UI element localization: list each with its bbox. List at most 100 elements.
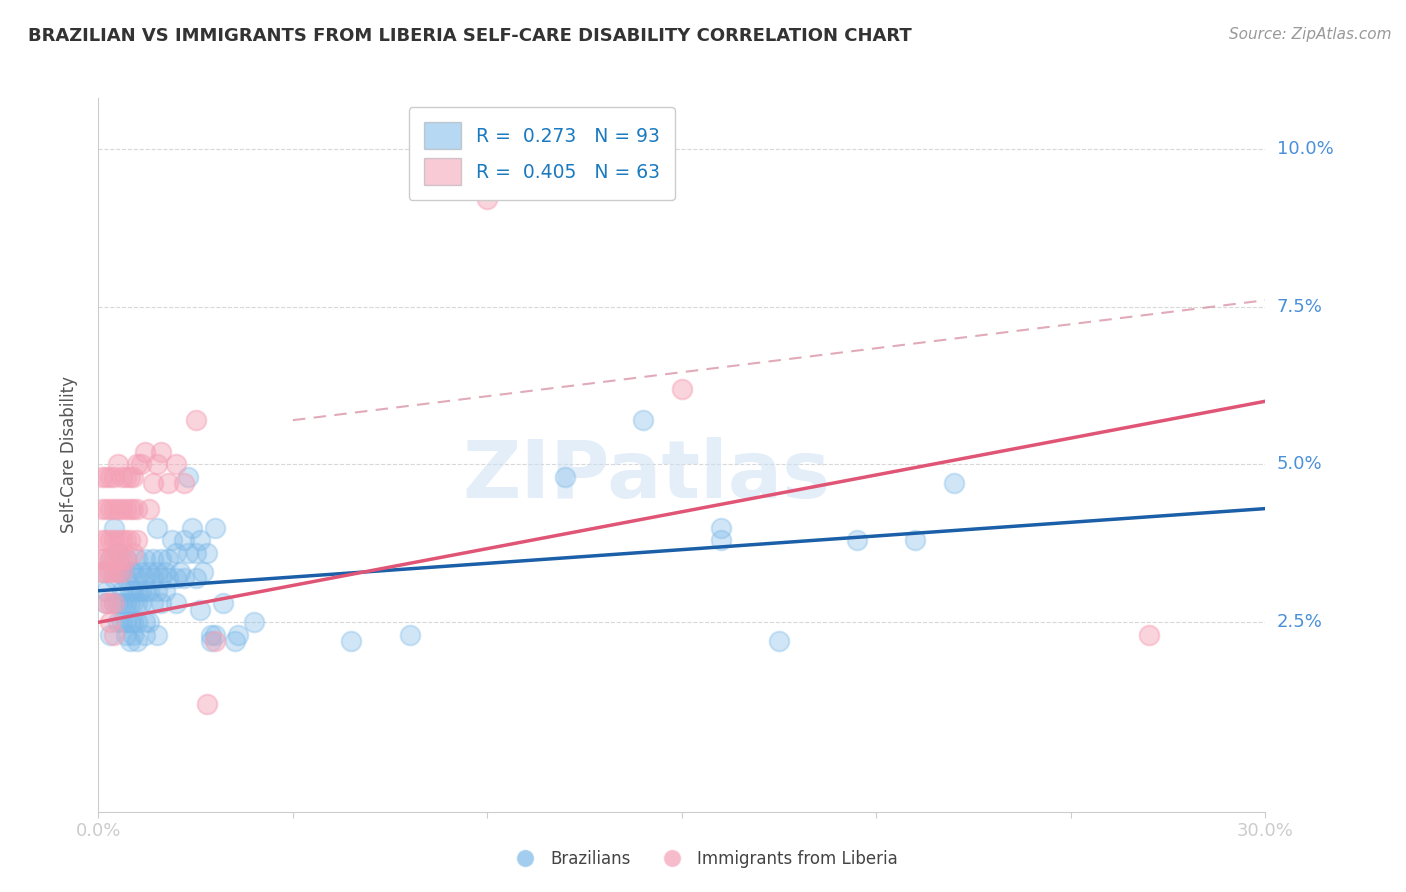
Point: [107, 565, 129, 579]
Text: 5.0%: 5.0%: [1277, 456, 1322, 474]
Point: [107, 615, 129, 630]
Point: [180, 520, 202, 534]
Point: [138, 565, 160, 579]
Point: [103, 565, 125, 579]
Point: [127, 458, 149, 472]
Point: [118, 583, 141, 598]
Point: [904, 533, 927, 548]
Point: [114, 533, 136, 548]
Point: [134, 444, 156, 458]
Point: [111, 533, 134, 548]
Point: [165, 571, 187, 585]
Point: [149, 571, 172, 585]
Point: [118, 634, 141, 648]
Point: [111, 565, 134, 579]
Point: [134, 552, 156, 566]
Y-axis label: Self-Care Disability: Self-Care Disability: [59, 376, 77, 533]
Point: [631, 413, 654, 427]
Point: [111, 583, 134, 598]
Point: [114, 596, 136, 610]
Point: [157, 571, 180, 585]
Point: [98, 615, 121, 630]
Point: [91, 565, 114, 579]
Point: [114, 552, 136, 566]
Point: [200, 628, 222, 642]
Point: [122, 501, 145, 516]
Point: [103, 501, 125, 516]
Point: [114, 552, 136, 566]
Point: [96, 501, 118, 516]
Point: [103, 596, 125, 610]
Point: [243, 615, 266, 630]
Point: [129, 596, 152, 610]
Point: [943, 476, 966, 491]
Point: [111, 565, 134, 579]
Point: [162, 533, 184, 548]
Point: [98, 552, 121, 566]
Point: [129, 565, 152, 579]
Point: [118, 615, 141, 630]
Point: [103, 628, 125, 642]
Legend: R =  0.273   N = 93, R =  0.405   N = 63: R = 0.273 N = 93, R = 0.405 N = 63: [409, 108, 675, 200]
Point: [91, 533, 114, 548]
Point: [146, 520, 169, 534]
Point: [138, 583, 160, 598]
Point: [177, 546, 200, 560]
Point: [114, 571, 136, 585]
Point: [153, 583, 176, 598]
Text: BRAZILIAN VS IMMIGRANTS FROM LIBERIA SELF-CARE DISABILITY CORRELATION CHART: BRAZILIAN VS IMMIGRANTS FROM LIBERIA SEL…: [28, 27, 912, 45]
Point: [122, 583, 145, 598]
Point: [98, 628, 121, 642]
Point: [111, 470, 134, 484]
Point: [96, 470, 118, 484]
Point: [96, 596, 118, 610]
Point: [228, 628, 250, 642]
Text: 7.5%: 7.5%: [1277, 298, 1323, 316]
Point: [118, 533, 141, 548]
Point: [118, 596, 141, 610]
Point: [200, 634, 222, 648]
Point: [142, 596, 165, 610]
Point: [122, 565, 145, 579]
Point: [91, 552, 114, 566]
Point: [212, 596, 235, 610]
Point: [107, 565, 129, 579]
Point: [107, 552, 129, 566]
Point: [177, 470, 200, 484]
Point: [184, 571, 207, 585]
Point: [169, 565, 191, 579]
Point: [173, 476, 195, 491]
Point: [127, 501, 149, 516]
Point: [98, 501, 121, 516]
Point: [671, 382, 693, 396]
Point: [122, 470, 145, 484]
Point: [127, 596, 149, 610]
Point: [142, 476, 165, 491]
Point: [146, 583, 169, 598]
Point: [111, 501, 134, 516]
Point: [111, 596, 134, 610]
Point: [710, 533, 733, 548]
Point: [195, 698, 218, 712]
Text: ZIPatlas: ZIPatlas: [463, 437, 831, 516]
Point: [142, 552, 165, 566]
Point: [98, 565, 121, 579]
Point: [710, 520, 733, 534]
Point: [127, 583, 149, 598]
Point: [103, 470, 125, 484]
Point: [204, 628, 226, 642]
Point: [111, 615, 134, 630]
Point: [103, 552, 125, 566]
Point: [114, 628, 136, 642]
Point: [157, 476, 180, 491]
Point: [1137, 628, 1160, 642]
Point: [98, 596, 121, 610]
Point: [118, 501, 141, 516]
Point: [554, 470, 576, 484]
Point: [153, 565, 176, 579]
Point: [118, 470, 141, 484]
Point: [165, 596, 187, 610]
Point: [149, 444, 172, 458]
Point: [98, 470, 121, 484]
Point: [398, 628, 420, 642]
